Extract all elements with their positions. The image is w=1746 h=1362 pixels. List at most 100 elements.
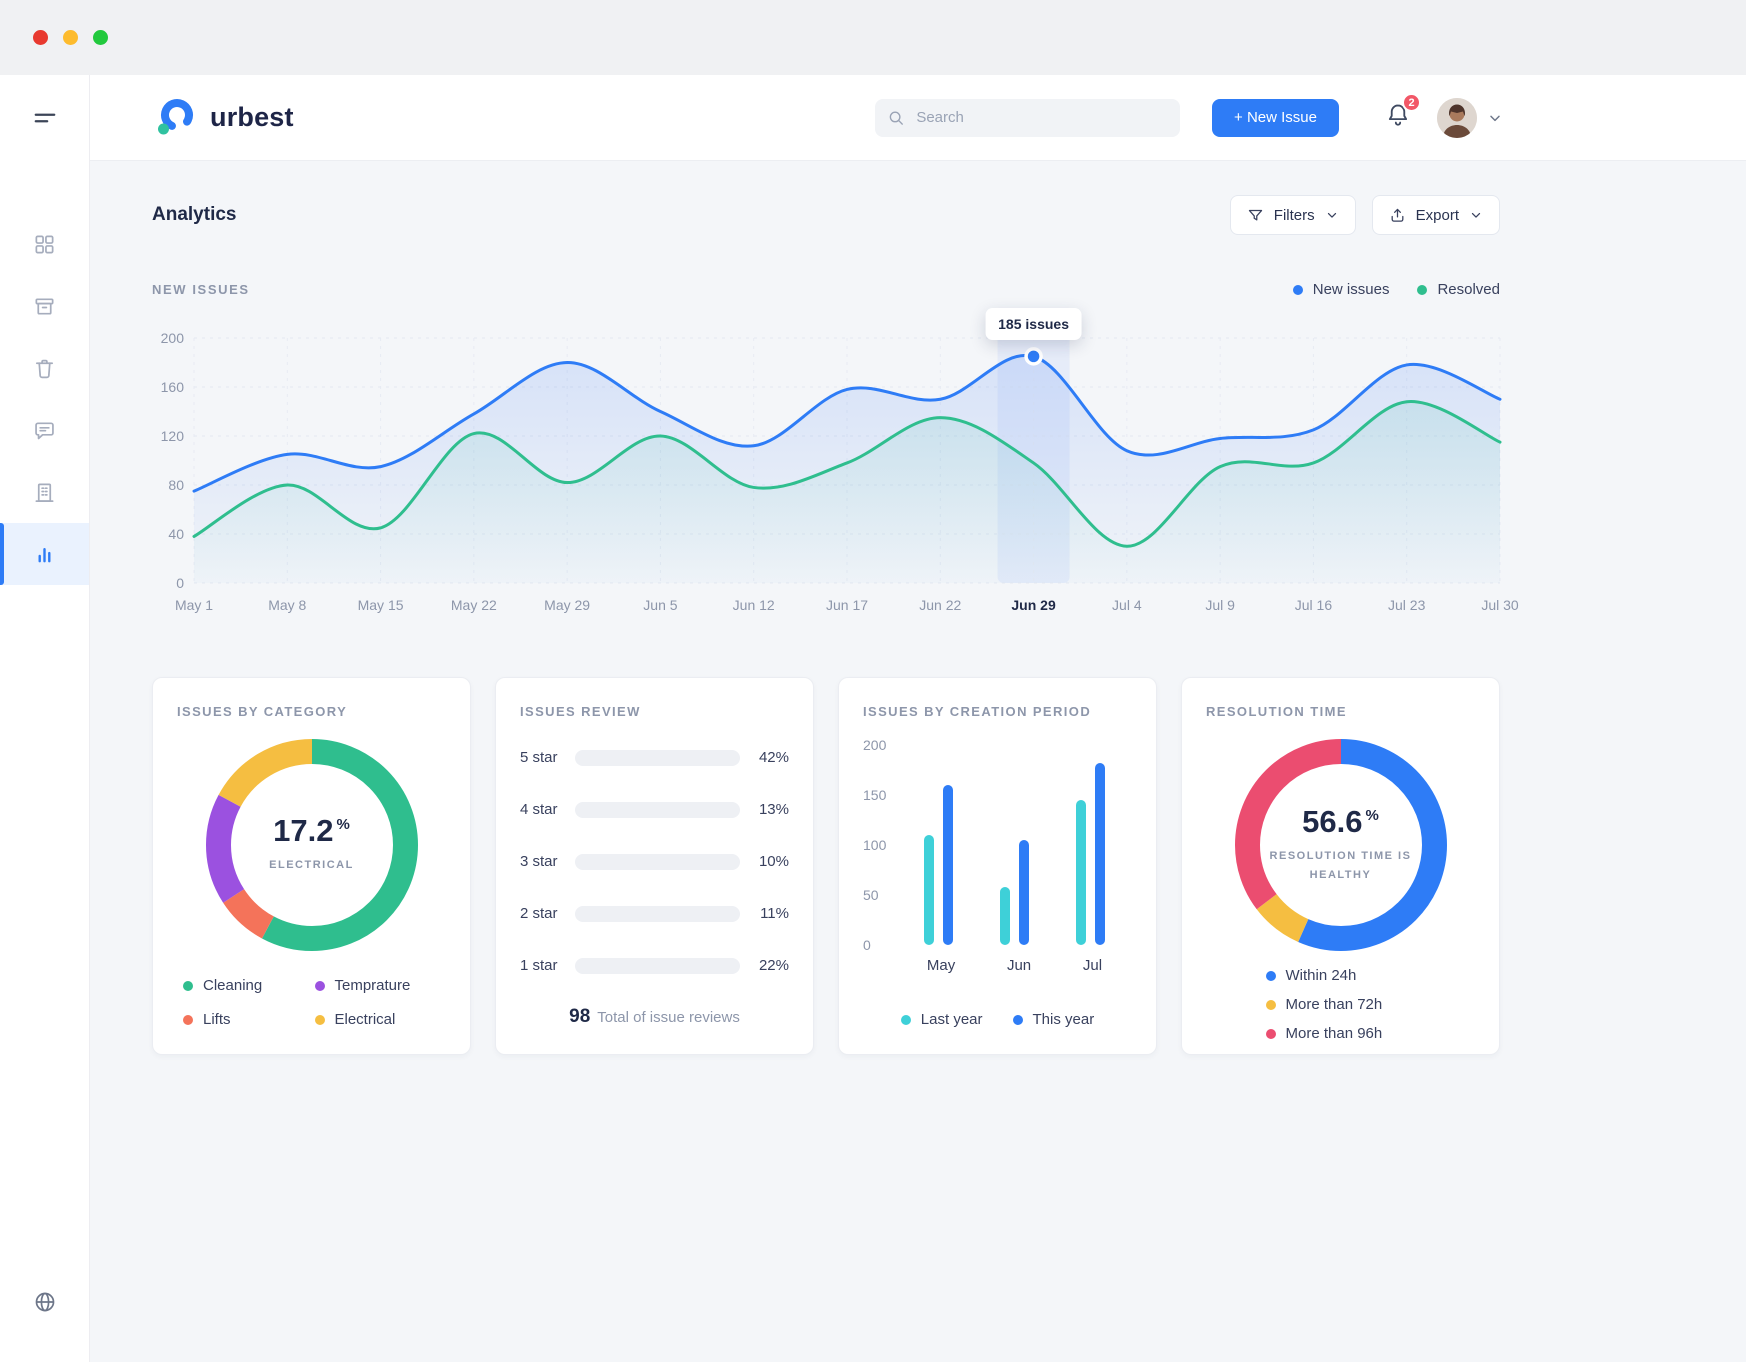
sidebar-item-archive[interactable] bbox=[0, 275, 89, 337]
y-axis-label: 40 bbox=[168, 526, 184, 542]
y-axis-label: 120 bbox=[160, 428, 184, 444]
new-issue-button[interactable]: + New Issue bbox=[1212, 98, 1339, 137]
review-total: 98 Total of issue reviews bbox=[520, 1006, 789, 1032]
search-box[interactable] bbox=[875, 98, 1181, 137]
issues-review-card: ISSUES REVIEW 5 star 42% 4 star 13% bbox=[495, 677, 814, 1055]
creation-period-chart: 0 50 100 150 200 bbox=[863, 737, 1132, 953]
sidebar-item-trash[interactable] bbox=[0, 337, 89, 399]
donut-value-number: 17.2 bbox=[273, 813, 334, 849]
zoom-window-button[interactable] bbox=[93, 30, 108, 45]
notification-badge: 2 bbox=[1402, 93, 1421, 112]
y-axis: 0 50 100 150 200 bbox=[863, 737, 897, 953]
chevron-down-icon bbox=[1490, 115, 1500, 121]
new-issues-line bbox=[192, 353, 1502, 493]
brand-name: urbest bbox=[210, 102, 294, 132]
legend-label: Lifts bbox=[203, 1011, 231, 1028]
review-total-label: Total of issue reviews bbox=[597, 1009, 740, 1026]
menu-toggle-button[interactable] bbox=[26, 99, 64, 137]
legend-item-cleaning: Cleaning bbox=[183, 977, 309, 994]
user-menu[interactable] bbox=[1437, 97, 1503, 138]
filters-button[interactable]: Filters bbox=[1229, 195, 1356, 235]
bar-this-year bbox=[1018, 840, 1029, 945]
y-axis-label: 50 bbox=[863, 887, 879, 903]
legend-label: More than 72h bbox=[1285, 996, 1383, 1013]
legend-dot bbox=[1012, 1014, 1023, 1025]
notifications-button[interactable]: 2 bbox=[1385, 93, 1421, 133]
sidebar-item-comments[interactable] bbox=[0, 399, 89, 461]
language-button[interactable] bbox=[27, 1284, 63, 1320]
bar-this-year bbox=[943, 785, 954, 945]
legend-item-electrical: Electrical bbox=[314, 1011, 441, 1028]
resolution-donut-chart: 56.6 % RESOLUTION TIME IS HEALTHY bbox=[1234, 739, 1447, 951]
x-axis-label: Jul 4 bbox=[1112, 597, 1142, 613]
trash-icon bbox=[35, 359, 54, 378]
sidebar-item-analytics[interactable] bbox=[0, 523, 89, 585]
sidebar-nav bbox=[0, 213, 89, 585]
globe-icon bbox=[35, 1292, 54, 1312]
legend-item-last-year: Last year bbox=[900, 1011, 983, 1028]
sidebar bbox=[0, 75, 90, 1362]
highlight-dot[interactable] bbox=[1024, 347, 1043, 366]
y-axis-label: 100 bbox=[863, 837, 887, 853]
legend-label: Temprature bbox=[334, 977, 411, 994]
review-label: 2 star bbox=[520, 905, 558, 922]
donut-segment-temprature bbox=[205, 739, 418, 951]
dashboard-grid-icon bbox=[35, 234, 54, 254]
issues-by-category-card: ISSUES BY CATEGORY 17.2 % ELECTRICAL bbox=[152, 677, 471, 1055]
legend-dot bbox=[1265, 1028, 1276, 1039]
donut-value-number: 56.6 bbox=[1302, 803, 1363, 839]
new-issues-area bbox=[194, 355, 1500, 583]
x-axis-label: May 1 bbox=[174, 597, 214, 613]
search-input[interactable] bbox=[914, 108, 1168, 127]
legend-label: New issues bbox=[1312, 281, 1390, 298]
legend-label: More than 96h bbox=[1285, 1025, 1383, 1042]
review-total-value: 98 bbox=[569, 1006, 591, 1027]
card-title: ISSUES BY CATEGORY bbox=[177, 704, 348, 719]
legend-item-lifts: Lifts bbox=[183, 1011, 309, 1028]
legend-dot bbox=[1265, 999, 1276, 1010]
y-axis-label: 200 bbox=[160, 330, 184, 346]
x-axis-label: May 29 bbox=[544, 597, 591, 613]
new-issues-chart-area: 0 40 80 120 160 200 185 issues bbox=[152, 308, 1502, 591]
y-axis-label: 80 bbox=[168, 477, 184, 493]
legend-dot bbox=[314, 1014, 325, 1025]
legend-item-more-than-96h: More than 96h bbox=[1265, 1025, 1416, 1042]
line-chart-plot[interactable]: 185 issues bbox=[192, 308, 1502, 584]
x-axis-label: May bbox=[926, 957, 956, 974]
filters-label: Filters bbox=[1273, 206, 1315, 224]
app-header: urbest + New Issue 2 bbox=[90, 75, 1746, 161]
x-axis-label: Jun 17 bbox=[825, 597, 869, 613]
urbest-logo-icon bbox=[158, 98, 193, 134]
export-button[interactable]: Export bbox=[1371, 195, 1500, 235]
x-axis-label: Jul 9 bbox=[1205, 597, 1235, 613]
minimize-window-button[interactable] bbox=[63, 30, 78, 45]
app-body: urbest + New Issue 2 bbox=[0, 75, 1746, 1362]
bar-group-jun bbox=[999, 745, 1029, 945]
review-row-3-star: 3 star 10% bbox=[520, 853, 789, 870]
y-axis-label: 160 bbox=[160, 379, 184, 395]
close-window-button[interactable] bbox=[33, 30, 48, 45]
review-label: 3 star bbox=[520, 853, 558, 870]
y-axis-label: 0 bbox=[863, 937, 871, 953]
y-axis-label: 200 bbox=[863, 737, 887, 753]
bar-group-may bbox=[924, 745, 954, 945]
sidebar-item-dashboard[interactable] bbox=[0, 213, 89, 275]
review-bar-track bbox=[575, 801, 740, 818]
chart-tooltip: 185 issues bbox=[985, 308, 1082, 341]
chevron-down-icon bbox=[1471, 212, 1481, 218]
card-title: ISSUES BY CREATION PERIOD bbox=[863, 704, 1092, 719]
donut-center-value: 56.6 % bbox=[1302, 806, 1379, 837]
new-issues-section-title: NEW ISSUES bbox=[152, 282, 250, 297]
new-issues-chart-svg bbox=[192, 332, 1502, 584]
donut-value-unit: % bbox=[1365, 806, 1379, 824]
bar-last-year bbox=[1075, 800, 1086, 945]
stat-cards: ISSUES BY CATEGORY 17.2 % ELECTRICAL bbox=[152, 677, 1500, 1055]
brand-logo[interactable]: urbest bbox=[154, 96, 294, 140]
review-bar-track bbox=[575, 749, 740, 766]
bar-last-year bbox=[999, 887, 1010, 945]
donut-segment-electrical bbox=[205, 739, 418, 951]
sidebar-item-buildings[interactable] bbox=[0, 461, 89, 523]
x-axis-label: Jun 22 bbox=[919, 597, 962, 613]
legend-item-within-24h: Within 24h bbox=[1265, 967, 1416, 984]
bar-group-jul bbox=[1075, 745, 1105, 945]
